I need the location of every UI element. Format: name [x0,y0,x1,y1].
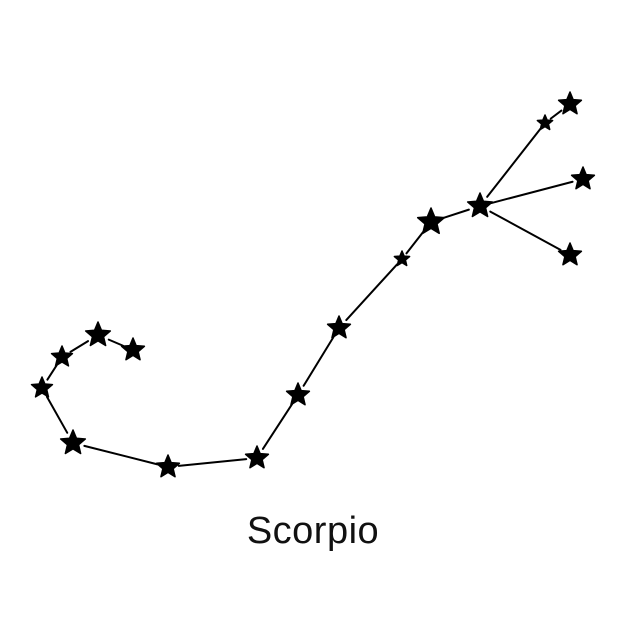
star-icon-body-3 [285,382,311,406]
star-icon-claw-mid [570,166,596,190]
star-icon-claw-up-1 [536,114,554,131]
star-icon-body-5 [393,250,411,267]
constellation-link-body-6-head [441,208,470,220]
constellation-link-tail-4-body-1 [83,444,159,466]
star-icon-body-4 [326,315,352,339]
star-icon-body-2 [244,445,270,469]
constellation-link-tail-2-tail-3 [46,364,58,381]
constellation-link-head-claw-mid [490,180,574,205]
star-icon-head [466,192,494,218]
constellation-link-body-4-body-5 [345,263,399,322]
star-icon-body-1 [155,454,181,478]
constellation-link-body-2-body-3 [261,403,294,450]
star-icon-tail-4 [59,429,87,455]
constellation-link-body-3-body-4 [302,336,335,387]
constellation-link-claw-up-1-claw-up-2 [549,109,563,120]
constellation-link-body-5-body-6 [405,230,425,255]
constellation-link-tail-tip-tail-1 [107,338,125,347]
star-icon-tail-2 [50,345,74,367]
star-icon-tail-tip [120,337,146,361]
constellation-link-tail-3-tail-4 [45,395,69,434]
constellation-link-tail-1-tail-2 [69,340,90,353]
star-icon-claw-up-2 [557,91,583,115]
constellation-link-head-claw-low [489,210,562,251]
constellation-name: Scorpio [246,510,380,552]
star-icon-tail-3 [30,376,54,398]
star-icon-tail-1 [84,321,112,347]
constellation-link-body-1-body-2 [177,458,248,467]
constellation-link-head-claw-up-1 [486,127,542,198]
star-icon-claw-low [557,242,583,266]
star-icon-body-6 [416,207,446,235]
